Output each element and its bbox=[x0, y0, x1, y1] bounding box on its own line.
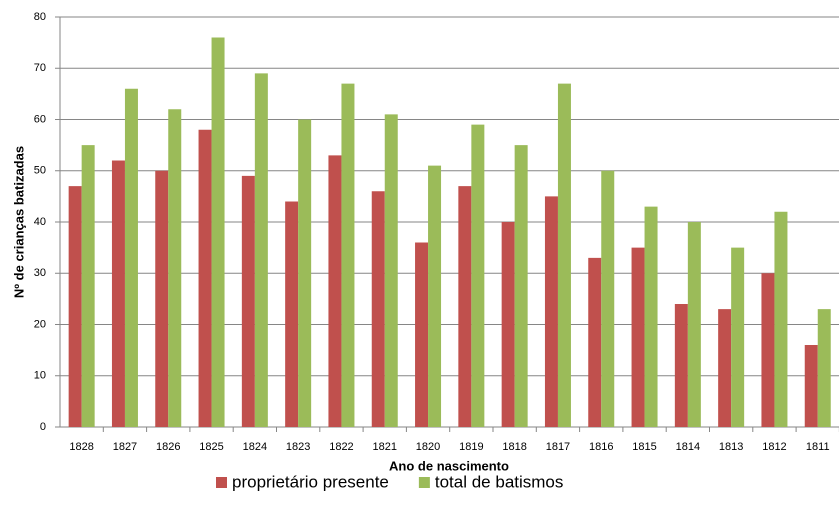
x-tick-label: 1821 bbox=[373, 441, 397, 453]
bar bbox=[155, 170, 169, 427]
x-tick-label: 1811 bbox=[806, 441, 830, 453]
bar bbox=[557, 83, 571, 427]
bar bbox=[644, 206, 658, 427]
y-tick-label: 80 bbox=[34, 11, 46, 23]
bar bbox=[588, 257, 602, 427]
bar bbox=[601, 170, 615, 427]
x-tick-label: 1818 bbox=[502, 441, 526, 453]
y-axis-label: Nº de crianças batizadas bbox=[11, 146, 26, 298]
x-tick-label: 1814 bbox=[676, 441, 700, 453]
bar bbox=[298, 119, 312, 427]
x-tick-label: 1828 bbox=[69, 441, 93, 453]
x-tick-label: 1816 bbox=[589, 441, 613, 453]
bar bbox=[241, 175, 255, 427]
bar bbox=[111, 160, 125, 427]
x-tick-label: 1825 bbox=[199, 441, 223, 453]
x-tick-label: 1820 bbox=[416, 441, 440, 453]
y-tick-label: 20 bbox=[34, 318, 46, 330]
bar bbox=[124, 88, 138, 427]
legend-swatch bbox=[216, 477, 227, 488]
x-tick-label: 1827 bbox=[113, 441, 137, 453]
bar bbox=[687, 222, 701, 427]
x-tick-label: 1817 bbox=[546, 441, 570, 453]
bar bbox=[341, 83, 355, 427]
y-tick-label: 60 bbox=[34, 113, 46, 125]
y-tick-label: 10 bbox=[34, 370, 46, 382]
bar bbox=[458, 186, 472, 427]
legend-label: proprietário presente bbox=[232, 472, 389, 491]
bar bbox=[501, 222, 515, 427]
bar bbox=[384, 114, 398, 427]
bar bbox=[674, 304, 688, 427]
bar bbox=[371, 191, 385, 427]
legend-label: total de batismos bbox=[435, 472, 564, 491]
x-tick-label: 1822 bbox=[329, 441, 353, 453]
y-tick-label: 30 bbox=[34, 267, 46, 279]
x-tick-label: 1824 bbox=[243, 441, 267, 453]
bar bbox=[198, 129, 212, 427]
bar bbox=[471, 124, 485, 427]
x-tick-label: 1813 bbox=[719, 441, 743, 453]
bar bbox=[774, 211, 788, 427]
bar bbox=[804, 345, 818, 427]
bar bbox=[761, 273, 775, 427]
x-axis-label: Ano de nascimento bbox=[389, 458, 509, 473]
x-tick-label: 1823 bbox=[286, 441, 310, 453]
bar bbox=[328, 155, 342, 427]
bar bbox=[68, 186, 82, 427]
x-tick-label: 1819 bbox=[459, 441, 483, 453]
bar bbox=[817, 309, 831, 427]
x-tick-label: 1815 bbox=[632, 441, 656, 453]
bar bbox=[211, 37, 225, 427]
bar bbox=[514, 145, 528, 427]
bar bbox=[731, 247, 745, 427]
y-tick-label: 0 bbox=[40, 421, 46, 433]
bar bbox=[285, 201, 299, 427]
bar bbox=[254, 73, 268, 427]
x-tick-label: 1826 bbox=[156, 441, 180, 453]
y-tick-label: 70 bbox=[34, 62, 46, 74]
bar bbox=[718, 309, 732, 427]
bar bbox=[544, 196, 558, 427]
bar bbox=[81, 145, 95, 427]
bar bbox=[428, 165, 442, 427]
bar bbox=[168, 109, 182, 427]
y-tick-label: 50 bbox=[34, 165, 46, 177]
bar bbox=[631, 247, 645, 427]
bar bbox=[415, 242, 429, 427]
legend-swatch bbox=[418, 477, 430, 488]
y-tick-label: 40 bbox=[34, 216, 46, 228]
x-tick-label: 1812 bbox=[762, 441, 786, 453]
